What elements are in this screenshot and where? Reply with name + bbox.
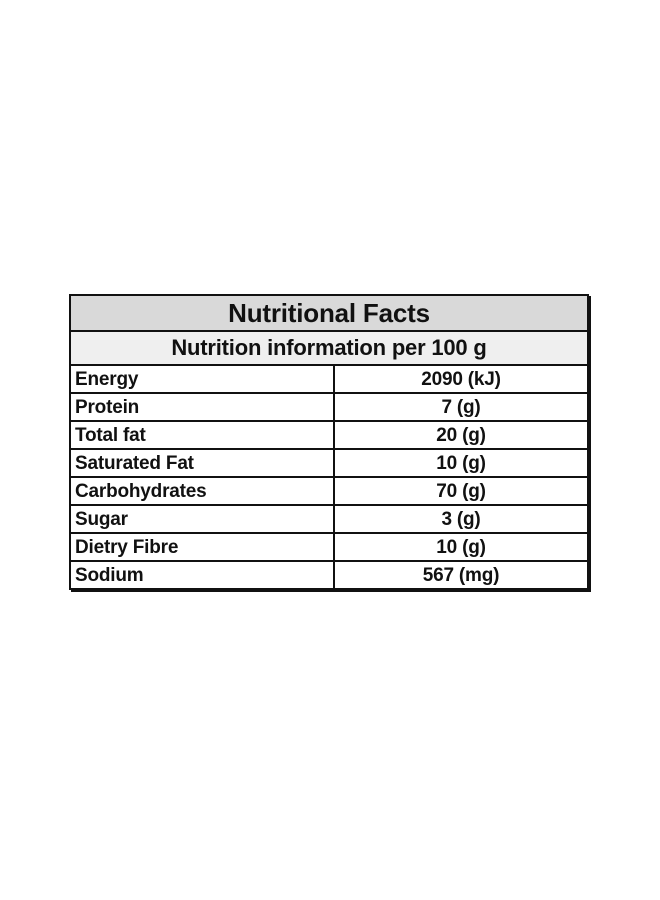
table-row: Total fat 20 (g)	[69, 420, 589, 450]
nutrient-amount: 3 (g)	[333, 504, 589, 534]
table-row: Sugar 3 (g)	[69, 504, 589, 534]
nutrition-facts-table: Nutritional Facts Nutrition information …	[69, 294, 589, 590]
nutrient-amount: 10 (g)	[333, 448, 589, 478]
nutrient-label: Dietry Fibre	[69, 532, 335, 562]
nutrient-amount: 2090 (kJ)	[333, 364, 589, 394]
table-title-row: Nutritional Facts	[69, 294, 589, 332]
table-row: Protein 7 (g)	[69, 392, 589, 422]
table-subtitle-row: Nutrition information per 100 g	[69, 330, 589, 366]
nutrient-label: Carbohydrates	[69, 476, 335, 506]
nutrient-label: Sugar	[69, 504, 335, 534]
nutrient-amount: 70 (g)	[333, 476, 589, 506]
nutrient-amount: 567 (mg)	[333, 560, 589, 590]
nutrient-label: Total fat	[69, 420, 335, 450]
table-row: Carbohydrates 70 (g)	[69, 476, 589, 506]
table-row: Saturated Fat 10 (g)	[69, 448, 589, 478]
table-row: Sodium 567 (mg)	[69, 560, 589, 590]
table-row: Dietry Fibre 10 (g)	[69, 532, 589, 562]
table-subtitle: Nutrition information per 100 g	[69, 330, 589, 366]
nutrient-amount: 10 (g)	[333, 532, 589, 562]
nutrient-amount: 7 (g)	[333, 392, 589, 422]
nutrient-label: Saturated Fat	[69, 448, 335, 478]
nutrient-amount: 20 (g)	[333, 420, 589, 450]
nutrient-label: Energy	[69, 364, 335, 394]
nutrient-label: Protein	[69, 392, 335, 422]
table-title: Nutritional Facts	[69, 294, 589, 332]
nutrient-label: Sodium	[69, 560, 335, 590]
table-row: Energy 2090 (kJ)	[69, 364, 589, 394]
